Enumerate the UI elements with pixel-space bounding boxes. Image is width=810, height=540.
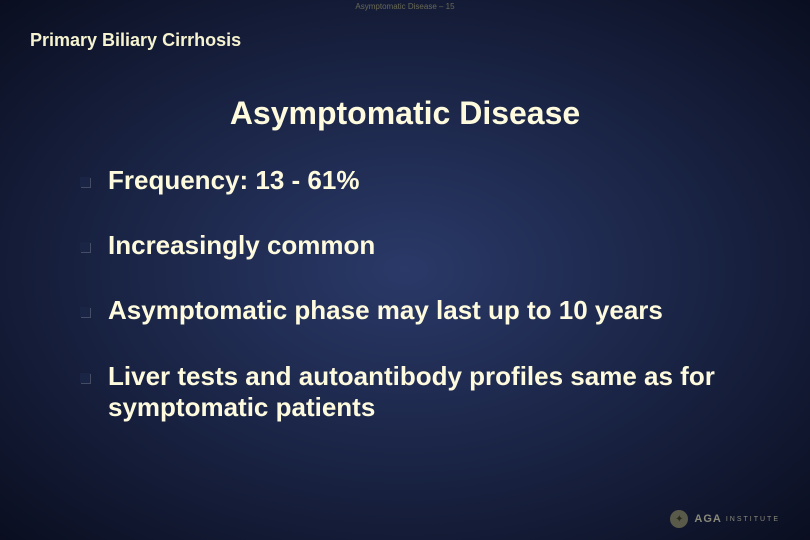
bullet-text: Frequency: 13 - 61% <box>108 165 750 196</box>
bullet-item: Liver tests and autoantibody profiles sa… <box>80 361 750 423</box>
bullet-marker-icon <box>80 242 90 252</box>
bullet-text: Asymptomatic phase may last up to 10 yea… <box>108 295 750 326</box>
bullet-item: Frequency: 13 - 61% <box>80 165 750 196</box>
footer-org: AGA <box>694 513 721 525</box>
bullet-item: Increasingly common <box>80 230 750 261</box>
footer-sub: INSTITUTE <box>726 516 780 523</box>
slide-title: Asymptomatic Disease <box>0 95 810 132</box>
bullet-marker-icon <box>80 307 90 317</box>
bullet-text: Liver tests and autoantibody profiles sa… <box>108 361 750 423</box>
footer-logo: ✦ AGA INSTITUTE <box>670 510 780 528</box>
emblem-icon: ✦ <box>670 510 688 528</box>
bullet-marker-icon <box>80 177 90 187</box>
bullet-marker-icon <box>80 373 90 383</box>
bullet-item: Asymptomatic phase may last up to 10 yea… <box>80 295 750 326</box>
top-small-label: Asymptomatic Disease – 15 <box>0 2 810 11</box>
bullet-list: Frequency: 13 - 61% Increasingly common … <box>80 165 750 457</box>
bullet-text: Increasingly common <box>108 230 750 261</box>
slide-header: Primary Biliary Cirrhosis <box>30 30 241 51</box>
